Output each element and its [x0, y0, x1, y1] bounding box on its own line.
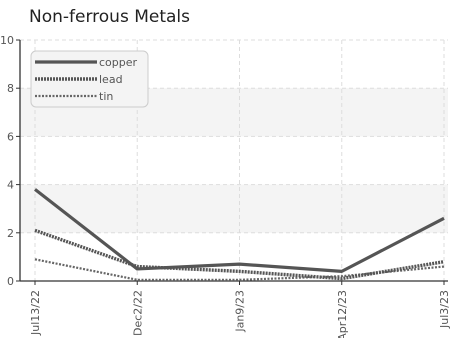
legend-label-lead: lead [99, 73, 123, 86]
series-line-copper [34, 188, 445, 273]
background-band [20, 184, 448, 233]
axes [19, 40, 448, 282]
x-axis-ticks: Jul13/22 Dec2/22 Jan9/23 Apr12/23 Jul3/23 [29, 281, 451, 338]
x-tick-label: Jul13/22 [29, 290, 42, 336]
y-tick-label: 4 [7, 179, 14, 192]
y-axis-ticks: 0 2 4 6 8 10 [0, 34, 20, 288]
x-tick-label: Apr12/23 [336, 290, 349, 338]
background-bands [20, 88, 448, 233]
series-lines [34, 188, 445, 281]
legend-label-copper: copper [99, 56, 138, 69]
y-tick-label: 6 [7, 130, 14, 143]
x-tick-label: Jan9/23 [234, 290, 247, 333]
x-tick-label: Jul3/23 [438, 290, 451, 329]
y-tick-label: 0 [7, 275, 14, 288]
chart-title: Non-ferrous Metals [29, 7, 191, 27]
y-tick-label: 2 [7, 227, 14, 240]
legend: copper lead tin [30, 50, 149, 108]
x-tick-label: Dec2/22 [131, 290, 144, 336]
y-tick-label: 10 [0, 34, 14, 47]
y-tick-label: 8 [7, 82, 14, 95]
series-line-tin [34, 258, 445, 281]
series-line-lead [34, 228, 445, 281]
legend-label-tin: tin [99, 90, 113, 103]
